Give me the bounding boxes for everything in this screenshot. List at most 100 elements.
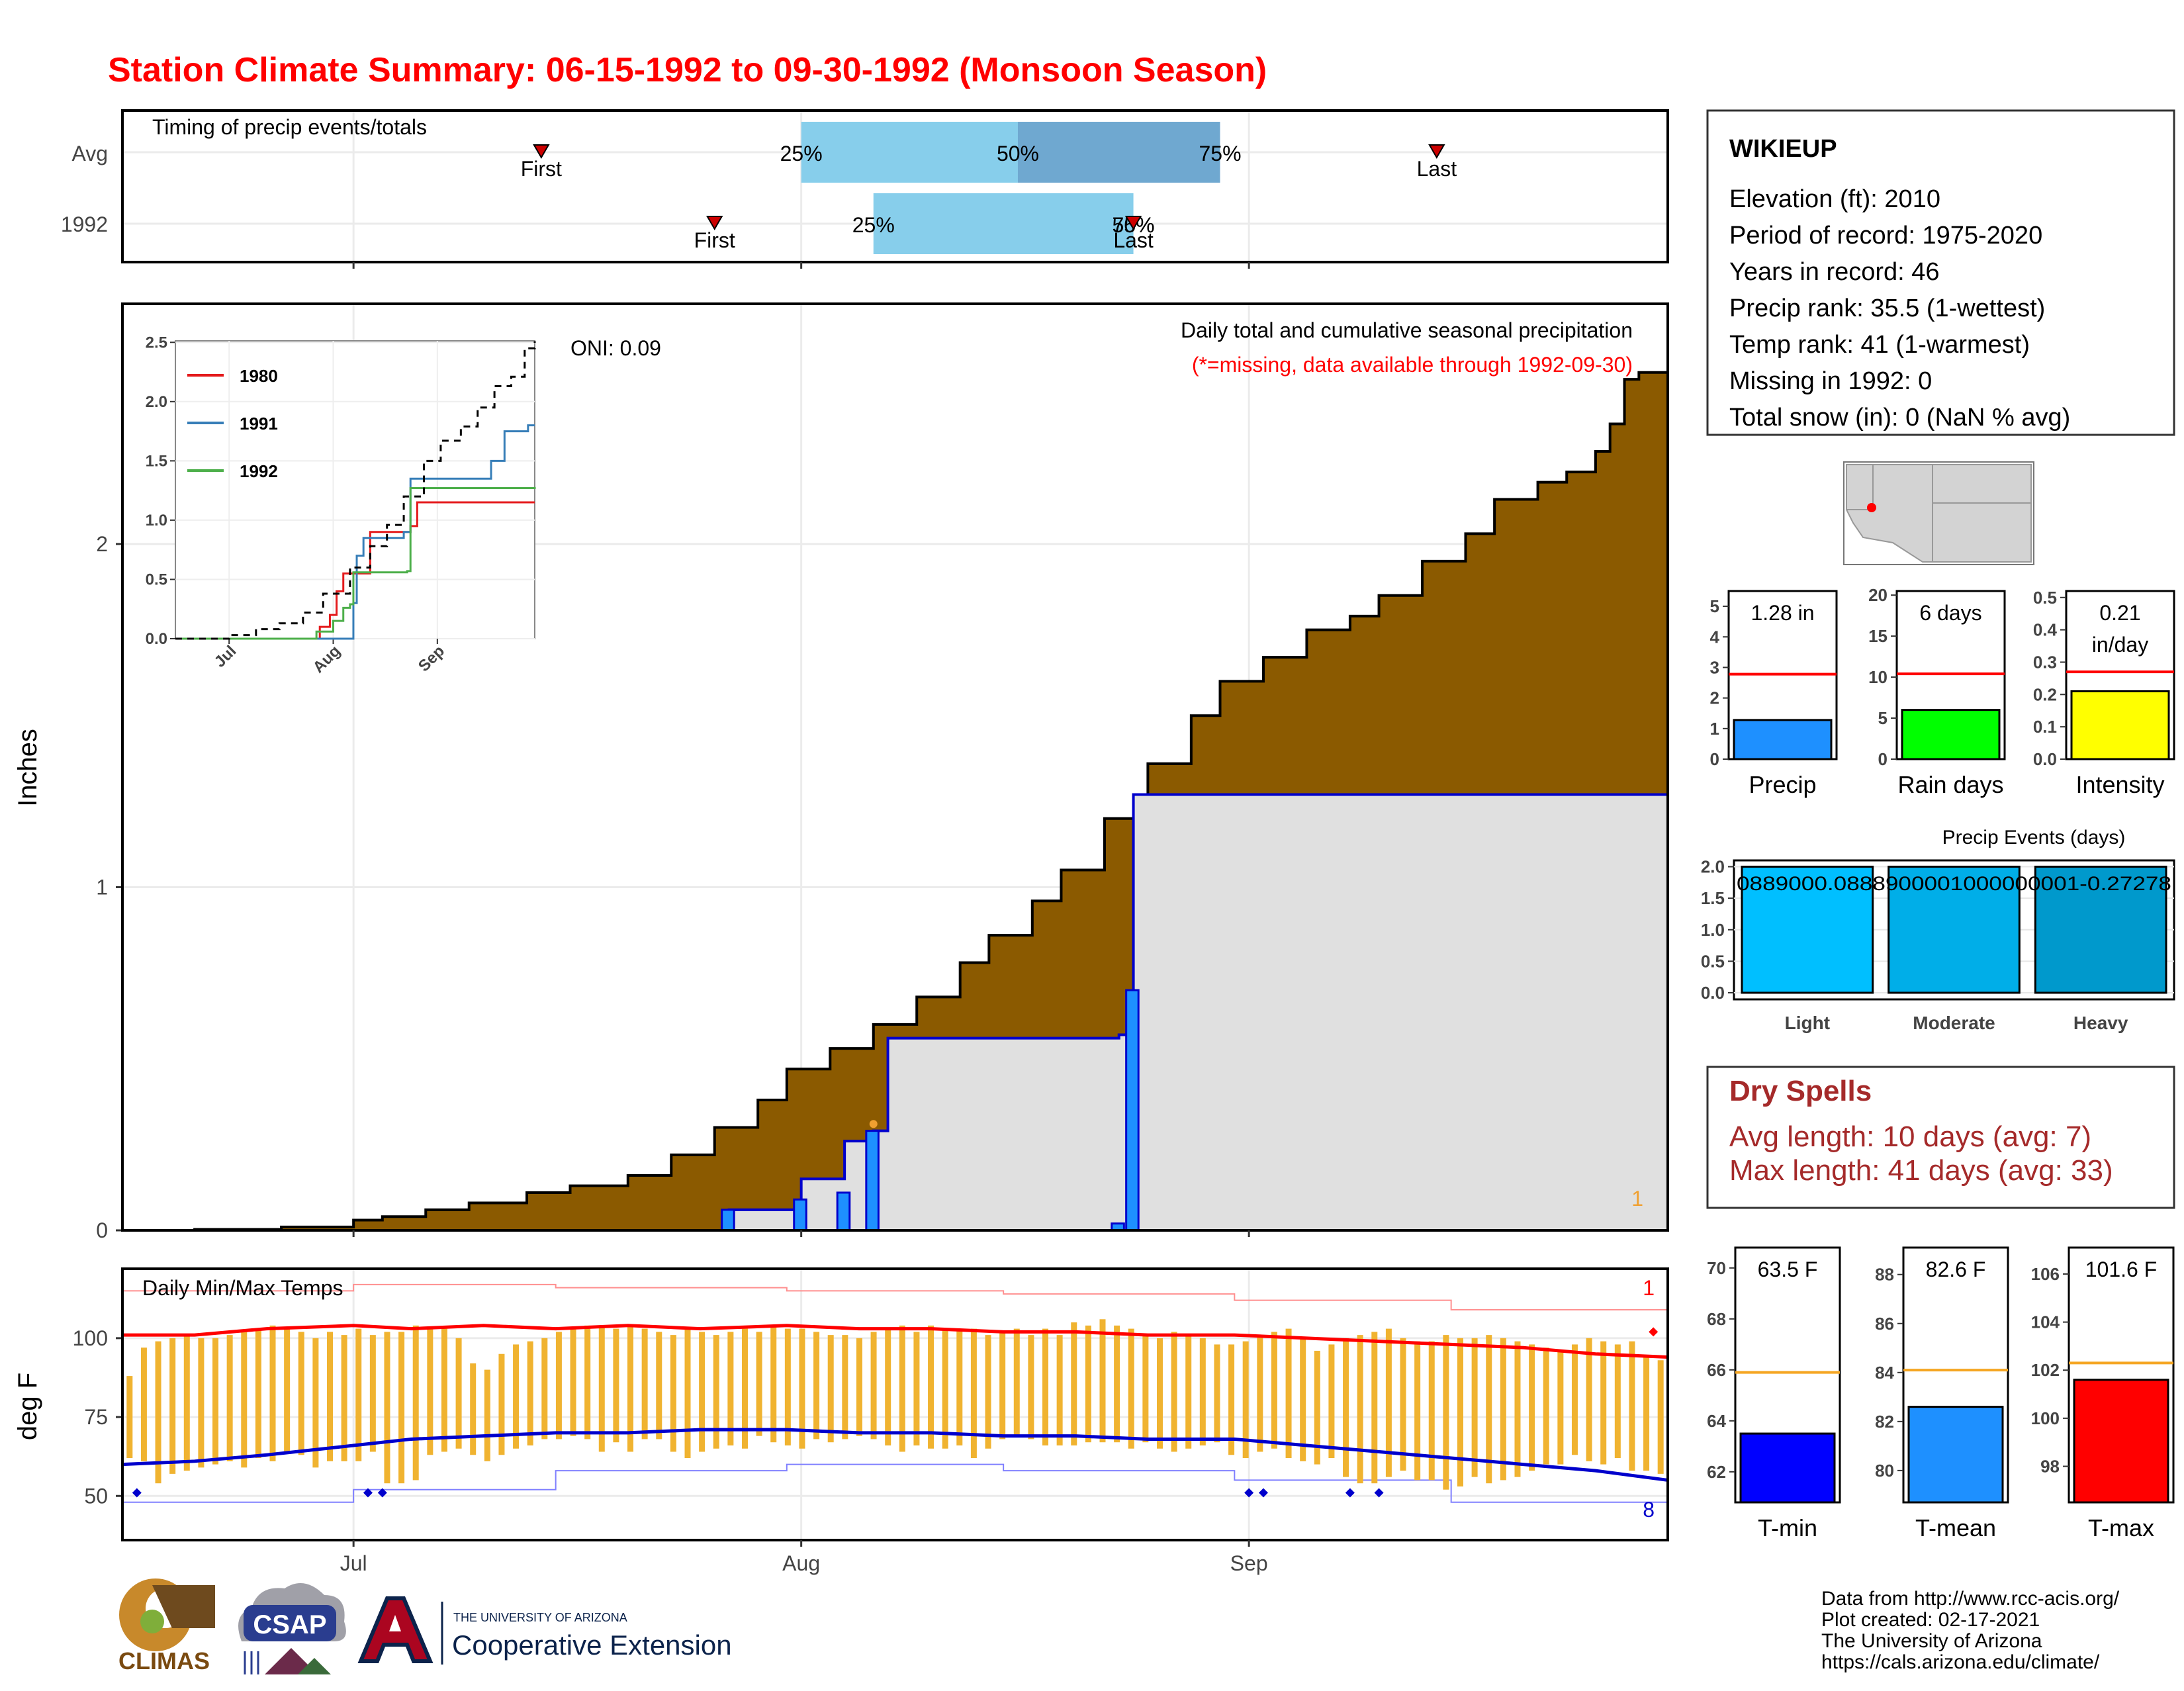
daily-temp-bar-57 xyxy=(942,1328,948,1449)
daily-temp-bar-99 xyxy=(1543,1348,1549,1465)
timing-q75-label-0: 75% xyxy=(1199,142,1241,165)
inset-series-1992 xyxy=(175,486,536,640)
events-bar-heavy xyxy=(2034,866,2167,994)
daily-precip-bar-1 xyxy=(793,1198,807,1232)
dry-spells-box: Dry Spells Avg length: 10 days (avg: 7) … xyxy=(1706,1066,2175,1209)
temp-ytick-label-50: 50 xyxy=(84,1484,108,1508)
timing-bar-q50-q75-avg xyxy=(1017,122,1220,183)
tmin-summary-ytick-label-64: 64 xyxy=(1707,1411,1726,1431)
station-location-marker xyxy=(1867,503,1876,512)
timing-bar-q25-q50-avg xyxy=(801,122,1018,183)
inset-ytick-label-1.0: 1.0 xyxy=(146,512,167,529)
daily-temp-bar-69 xyxy=(1114,1325,1120,1443)
tmin-record-line xyxy=(122,1463,1668,1522)
tmin-summary-ytick-label-70: 70 xyxy=(1707,1258,1726,1278)
tmax-summary-value-text: 101.6 F xyxy=(2085,1257,2158,1281)
tmin-summary-ytick-label-62: 62 xyxy=(1707,1462,1726,1482)
daily-temp-bar-77 xyxy=(1228,1344,1235,1455)
inset-series-avg xyxy=(175,341,536,640)
raindays-summary-label: Rain days xyxy=(1897,771,2003,798)
inset-ytick-label-1.5: 1.5 xyxy=(146,452,167,470)
timing-q25-label-0: 25% xyxy=(780,142,823,165)
precip-summary-ytick-label-4: 4 xyxy=(1710,627,1720,647)
precip-ytick-label-0: 0 xyxy=(96,1218,108,1242)
daily-temp-bar-81 xyxy=(1285,1328,1292,1459)
daily-temp-bar-5 xyxy=(198,1338,205,1468)
daily-temp-bar-90 xyxy=(1414,1341,1421,1481)
daily-temp-bar-47 xyxy=(799,1328,805,1449)
intensity-summary-value-text: 0.21 xyxy=(2099,601,2140,625)
tmin-summary-ytick-label-68: 68 xyxy=(1707,1309,1726,1329)
daily-precip-bar-5 xyxy=(1125,989,1140,1232)
precip-summary-ytick-label-1: 1 xyxy=(1710,719,1719,739)
temp-ylabel: deg F xyxy=(13,1373,42,1440)
legend-label-1980: 1980 xyxy=(240,366,278,386)
daily-precip-bar-2 xyxy=(836,1191,851,1232)
xtick-label-jul: Jul xyxy=(340,1551,367,1575)
station-years: Years in record: 46 xyxy=(1729,258,1940,286)
daily-temp-bar-15 xyxy=(341,1335,347,1461)
daily-temp-bar-33 xyxy=(598,1325,605,1452)
tmax-summary-ytick-label-100: 100 xyxy=(2031,1408,2060,1428)
precip-ytick-label-1: 1 xyxy=(96,875,108,899)
daily-temp-bar-76 xyxy=(1214,1344,1220,1443)
daily-temp-bar-35 xyxy=(627,1325,634,1452)
daily-temp-bar-27 xyxy=(513,1344,520,1449)
events-ytick-label-0.5: 0.5 xyxy=(1701,951,1725,971)
daily-temp-bar-85 xyxy=(1343,1338,1349,1477)
precip-summary-value-bar xyxy=(1733,719,1833,760)
ua-big-text: Cooperative Extension xyxy=(452,1629,732,1661)
daily-temp-bar-53 xyxy=(885,1328,891,1445)
precip-plot xyxy=(122,369,1669,1232)
temp-ytick-label-75: 75 xyxy=(84,1405,108,1429)
precip-panel: 0 1 2 Inches ONI: 0.09 Daily total and cum… xyxy=(13,302,1669,1242)
intensity-summary-value-text-2: in/day xyxy=(2092,633,2148,657)
events-bar-light xyxy=(1741,866,1874,994)
daily-temp-bar-55 xyxy=(913,1332,920,1445)
daily-temp-bar-4 xyxy=(183,1335,190,1471)
tmax-summary-ytick-label-106: 106 xyxy=(2031,1264,2060,1284)
tmin-summary-value-text: 63.5 F xyxy=(1758,1257,1818,1281)
daily-temp-bar-12 xyxy=(298,1332,304,1455)
events-title: Precip Events (days) xyxy=(1942,827,2126,848)
timing-row-label-avg: Avg xyxy=(71,142,108,165)
events-ytick-label-0.0: 0.0 xyxy=(1701,983,1725,1003)
daily-temp-bar-48 xyxy=(813,1332,820,1440)
ua-logo: THE UNIVERSITY OF ARIZONA Cooperative Ex… xyxy=(357,1596,732,1665)
cur-cumulative-area xyxy=(122,791,1668,1230)
station-name: WIKIEUP xyxy=(1729,135,1837,163)
tmean-summary-ytick-label-80: 80 xyxy=(1875,1461,1894,1481)
daily-temp-bar-67 xyxy=(1085,1325,1091,1443)
dry-avg: Avg length: 10 days (avg: 7) xyxy=(1729,1120,2091,1153)
tmean-summary-ytick-label-82: 82 xyxy=(1875,1412,1894,1432)
daily-temp-bar-107 xyxy=(1657,1360,1664,1474)
tmax-avg-line xyxy=(122,1324,1668,1359)
precip-events-panel: Precip Events (days) 0.0 0.5 1.0 1.5 2.0 Ligh… xyxy=(1701,827,2175,1033)
temp-ytick-label-100: 100 xyxy=(73,1326,108,1350)
daily-precip-bar-3 xyxy=(865,1130,880,1232)
timing-q50-label-0: 50% xyxy=(997,142,1039,165)
daily-temp-bar-82 xyxy=(1300,1338,1306,1461)
daily-temp-bar-83 xyxy=(1314,1350,1320,1465)
climas-logo: CLIMAS xyxy=(118,1578,215,1674)
timing-first-label-1: First xyxy=(694,228,735,252)
daily-temp-bar-93 xyxy=(1457,1338,1464,1486)
daily-temp-bar-51 xyxy=(856,1338,862,1436)
daily-temp-bar-95 xyxy=(1486,1335,1492,1484)
tmin-summary-ytick-label-66: 66 xyxy=(1707,1360,1726,1380)
timing-first-marker-1 xyxy=(705,216,723,230)
daily-temp-bar-59 xyxy=(970,1328,977,1459)
timing-last-label-0: Last xyxy=(1417,157,1457,181)
tmean-summary-value-bar xyxy=(1907,1406,2004,1504)
inset-ytick-label-0.0: 0.0 xyxy=(146,630,167,648)
daily-temp-bar-105 xyxy=(1629,1341,1635,1471)
daily-temp-bar-102 xyxy=(1586,1338,1592,1461)
daily-precip-bar-0 xyxy=(721,1209,735,1232)
daily-temp-bar-84 xyxy=(1328,1344,1335,1459)
precip-ylabel: Inches xyxy=(13,729,42,807)
intensity-summary-ytick-label-0.3: 0.3 xyxy=(2033,652,2057,672)
record-low-marker-1 xyxy=(363,1488,373,1498)
